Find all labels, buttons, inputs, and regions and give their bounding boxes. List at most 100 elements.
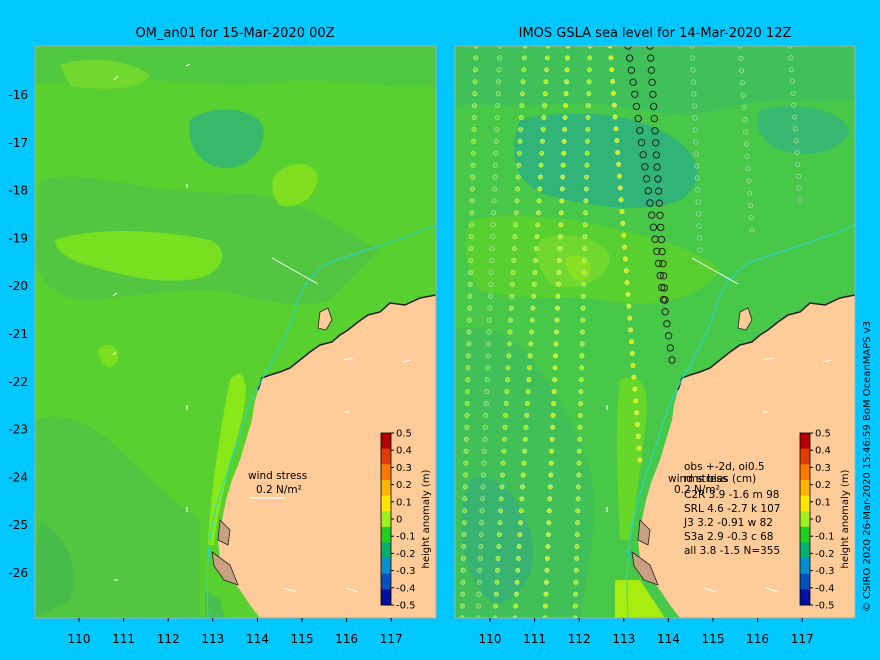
- altimeter-observation-point: [507, 329, 513, 335]
- colorbar-segment: [381, 448, 391, 465]
- altimeter-observation-point: [531, 281, 537, 287]
- x-tick-label: 113: [612, 632, 635, 646]
- altimeter-observation-point: [609, 67, 615, 73]
- colorbar-tick-label: 0.2: [815, 480, 831, 491]
- altimeter-observation-point: [578, 377, 584, 383]
- altimeter-observation-point: [543, 79, 549, 85]
- altimeter-observation-point: [580, 305, 586, 311]
- left-wind-stress-label: wind stress: [248, 470, 307, 482]
- altimeter-observation-point: [612, 114, 618, 120]
- altimeter-observation-point: [790, 91, 796, 96]
- altimeter-observation-point: [466, 317, 472, 323]
- altimeter-observation-point: [689, 46, 695, 49]
- colorbar-tick-label: 0.1: [396, 497, 412, 508]
- altimeter-observation-point: [577, 424, 583, 430]
- altimeter-observation-point: [656, 271, 664, 280]
- altimeter-observation-point: [460, 567, 466, 573]
- altimeter-observation-point: [469, 210, 475, 216]
- altimeter-observation-point: [460, 591, 465, 597]
- altimeter-observation-point: [543, 591, 549, 597]
- altimeter-observation-point: [498, 508, 503, 514]
- altimeter-observation-point: [743, 129, 748, 135]
- altimeter-observation-point: [792, 114, 797, 120]
- altimeter-observation-point: [512, 234, 518, 240]
- altimeter-observation-point: [657, 235, 666, 244]
- altimeter-observation-point: [793, 126, 798, 132]
- altimeter-observation-point: [636, 445, 642, 451]
- colorbar-segment: [381, 573, 391, 590]
- altimeter-observation-point: [575, 496, 581, 502]
- stats-line-1: obs +-2d, oi0.5: [684, 461, 765, 473]
- altimeter-observation-point: [738, 55, 744, 61]
- right-map: [455, 46, 855, 618]
- altimeter-observation-point: [574, 532, 580, 537]
- altimeter-observation-point: [487, 305, 493, 311]
- altimeter-observation-point: [647, 54, 655, 62]
- altimeter-observation-point: [532, 269, 538, 275]
- altimeter-observation-point: [495, 103, 501, 109]
- altimeter-observation-point: [542, 103, 547, 109]
- altimeter-observation-point: [494, 579, 500, 585]
- altimeter-observation-point: [533, 258, 538, 263]
- altimeter-observation-point: [519, 496, 525, 502]
- x-tick-label: 115: [702, 632, 725, 646]
- altimeter-observation-point: [561, 138, 567, 144]
- altimeter-observation-point: [611, 102, 617, 108]
- altimeter-observation-point: [521, 460, 527, 466]
- colorbar-tick-label: 0.1: [815, 497, 831, 508]
- altimeter-observation-point: [488, 281, 494, 287]
- altimeter-observation-point: [462, 508, 467, 514]
- altimeter-observation-point: [633, 398, 639, 404]
- colorbar-segment: [800, 526, 810, 543]
- altimeter-observation-point: [527, 365, 532, 371]
- x-tick-label: 116: [746, 632, 769, 646]
- altimeter-observation-point: [511, 258, 517, 263]
- altimeter-observation-point: [495, 556, 501, 561]
- altimeter-observation-point: [553, 341, 559, 347]
- altimeter-observation-point: [637, 138, 646, 147]
- altimeter-observation-point: [625, 291, 631, 297]
- altimeter-observation-point: [694, 175, 700, 181]
- altimeter-observation-point: [493, 150, 499, 156]
- colorbar-segment: [800, 479, 810, 497]
- altimeter-observation-point: [631, 90, 639, 99]
- altimeter-observation-point: [610, 79, 615, 84]
- altimeter-observation-point: [624, 280, 630, 285]
- altimeter-observation-point: [514, 579, 520, 585]
- colorbar-tick-label: -0.3: [396, 566, 416, 577]
- altimeter-observation-point: [467, 305, 472, 311]
- altimeter-observation-point: [695, 187, 700, 193]
- altimeter-observation-point: [668, 356, 676, 364]
- altimeter-observation-point: [548, 472, 554, 478]
- altimeter-observation-point: [558, 222, 564, 228]
- altimeter-observation-point: [483, 401, 489, 406]
- altimeter-observation-point: [554, 317, 560, 323]
- altimeter-observation-point: [646, 46, 654, 50]
- altimeter-observation-point: [626, 54, 634, 62]
- altimeter-observation-point: [639, 151, 647, 159]
- altimeter-observation-point: [521, 67, 527, 73]
- colorbar-segment: [381, 479, 391, 497]
- altimeter-observation-point: [523, 424, 529, 430]
- altimeter-observation-point: [520, 91, 525, 97]
- altimeter-observation-point: [628, 327, 633, 333]
- altimeter-observation-point: [574, 556, 579, 561]
- altimeter-observation-point: [489, 258, 495, 263]
- altimeter-observation-point: [564, 79, 569, 85]
- altimeter-observation-point: [742, 117, 748, 123]
- altimeter-observation-point: [661, 296, 669, 304]
- altimeter-observation-point: [577, 448, 582, 454]
- altimeter-observation-point: [478, 544, 484, 549]
- x-tick-label: 110: [479, 632, 502, 646]
- altimeter-observation-point: [617, 173, 622, 179]
- altimeter-observation-point: [501, 448, 507, 454]
- altimeter-observation-point: [744, 141, 749, 147]
- altimeter-observation-point: [560, 174, 566, 180]
- stats-line-5: J3 3.2 -0.91 w 82: [683, 517, 773, 529]
- colorbar-segment: [381, 542, 391, 559]
- altimeter-observation-point: [787, 46, 793, 49]
- altimeter-observation-point: [516, 556, 521, 561]
- altimeter-observation-point: [496, 544, 502, 549]
- altimeter-observation-point: [557, 246, 563, 252]
